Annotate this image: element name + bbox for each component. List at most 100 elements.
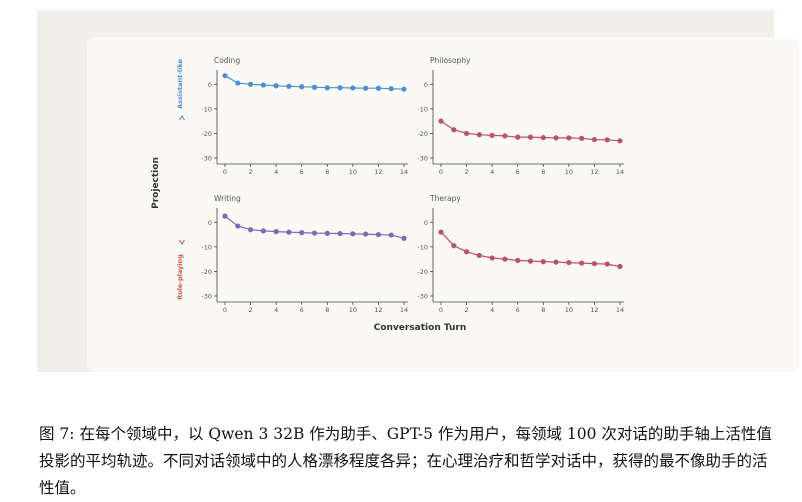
data-point-therapy — [489, 255, 495, 261]
assistant-like-annotation: Assistant-like — [176, 59, 184, 109]
x-tick-label-writing: 12 — [374, 306, 382, 314]
data-point-coding — [324, 85, 330, 91]
x-tick-label-philosophy: 2 — [465, 168, 469, 176]
arrow-up-icon — [179, 115, 185, 121]
y-tick-label-writing: 0 — [208, 219, 212, 227]
data-point-writing — [286, 229, 292, 235]
x-tick-label-therapy: 0 — [439, 306, 443, 314]
data-point-writing — [388, 232, 394, 238]
x-tick-label-philosophy: 12 — [590, 168, 598, 176]
y-tick-label-therapy: 0 — [424, 219, 428, 227]
caption-text: 在每个领域中，以 Qwen 3 32B 作为助手、GPT-5 作为用户，每领域 … — [39, 425, 772, 497]
data-point-writing — [363, 231, 369, 237]
y-tick-label-philosophy: -10 — [417, 105, 428, 113]
x-tick-label-writing: 4 — [274, 306, 278, 314]
data-point-philosophy — [489, 132, 495, 138]
data-point-philosophy — [502, 133, 508, 139]
x-tick-label-coding: 12 — [374, 168, 382, 176]
y-tick-label-coding: -20 — [201, 130, 212, 138]
data-point-coding — [235, 80, 241, 86]
y-tick-label-therapy: -30 — [417, 293, 428, 301]
data-point-philosophy — [591, 136, 598, 143]
x-tick-label-therapy: 4 — [490, 306, 494, 314]
panel-title-writing: Writing — [214, 194, 241, 203]
x-tick-label-writing: 10 — [349, 306, 357, 314]
data-point-therapy — [617, 263, 623, 270]
data-point-philosophy — [463, 130, 470, 137]
y-tick-label-therapy: -10 — [417, 243, 428, 251]
data-point-therapy — [451, 243, 457, 249]
y-tick-label-philosophy: 0 — [424, 81, 428, 89]
x-axis-label: Conversation Turn — [374, 323, 467, 333]
data-point-writing — [401, 235, 407, 241]
x-tick-label-writing: 0 — [223, 306, 227, 314]
x-tick-label-coding: 4 — [274, 168, 278, 176]
data-point-writing — [235, 223, 241, 229]
data-point-philosophy — [617, 138, 623, 144]
y-tick-label-philosophy: -30 — [417, 155, 428, 163]
x-tick-label-therapy: 8 — [541, 306, 545, 314]
data-point-coding — [299, 84, 305, 90]
x-tick-label-writing: 14 — [400, 306, 408, 314]
role-playing-annotation: Role-playing — [176, 254, 184, 300]
x-tick-label-philosophy: 4 — [490, 168, 494, 176]
x-tick-label-philosophy: 0 — [439, 168, 443, 176]
y-tick-label-writing: -10 — [201, 243, 212, 251]
data-point-philosophy — [451, 127, 457, 133]
data-point-philosophy — [553, 135, 559, 141]
data-point-coding — [388, 86, 394, 92]
x-tick-label-coding: 0 — [223, 168, 227, 176]
data-point-philosophy — [579, 135, 585, 141]
data-point-writing — [337, 230, 343, 237]
x-tick-label-philosophy: 14 — [616, 168, 624, 176]
panel-title-philosophy: Philosophy — [430, 56, 471, 65]
x-tick-label-writing: 2 — [249, 306, 253, 314]
data-point-writing — [375, 231, 382, 238]
data-point-philosophy — [438, 118, 444, 124]
data-point-writing — [247, 227, 254, 233]
x-tick-label-therapy: 14 — [616, 306, 624, 314]
figure-caption: 图 7: 在每个领域中，以 Qwen 3 32B 作为助手、GPT-5 作为用户… — [39, 421, 779, 502]
data-point-therapy — [502, 256, 508, 262]
x-tick-label-coding: 14 — [400, 168, 408, 176]
data-point-writing — [299, 230, 305, 236]
data-point-writing — [350, 231, 356, 237]
data-point-philosophy — [515, 134, 521, 140]
data-point-coding — [401, 86, 407, 92]
y-tick-label-coding: -30 — [201, 155, 212, 163]
data-point-therapy — [515, 257, 521, 263]
data-point-writing — [311, 230, 318, 236]
data-point-therapy — [438, 229, 444, 235]
x-tick-label-philosophy: 6 — [516, 168, 520, 176]
data-point-therapy — [591, 260, 598, 267]
figure-panel — [87, 37, 799, 372]
x-tick-label-coding: 8 — [325, 168, 329, 176]
data-point-coding — [286, 83, 292, 89]
x-tick-label-therapy: 6 — [516, 306, 520, 314]
data-point-therapy — [553, 259, 559, 265]
x-tick-label-coding: 2 — [249, 168, 253, 176]
x-tick-label-writing: 6 — [300, 306, 304, 314]
x-tick-label-therapy: 12 — [590, 306, 598, 314]
data-point-writing — [324, 230, 330, 236]
data-point-therapy — [476, 252, 482, 259]
data-point-coding — [247, 81, 254, 87]
data-point-coding — [375, 85, 382, 91]
data-point-therapy — [566, 259, 572, 266]
data-point-philosophy — [566, 135, 572, 141]
data-point-therapy — [579, 260, 585, 266]
y-axis-label: Projection — [151, 157, 161, 209]
x-tick-label-writing: 8 — [325, 306, 329, 314]
x-tick-label-philosophy: 10 — [565, 168, 573, 176]
data-point-therapy — [604, 261, 610, 267]
y-tick-label-coding: -10 — [201, 105, 212, 113]
data-point-philosophy — [540, 135, 546, 141]
arrow-down-icon — [179, 239, 185, 245]
data-point-writing — [260, 228, 266, 234]
data-point-coding — [273, 83, 279, 89]
data-point-therapy — [527, 258, 534, 264]
panel-title-therapy: Therapy — [429, 194, 461, 203]
data-point-therapy — [463, 249, 470, 255]
x-tick-label-coding: 6 — [300, 168, 304, 176]
